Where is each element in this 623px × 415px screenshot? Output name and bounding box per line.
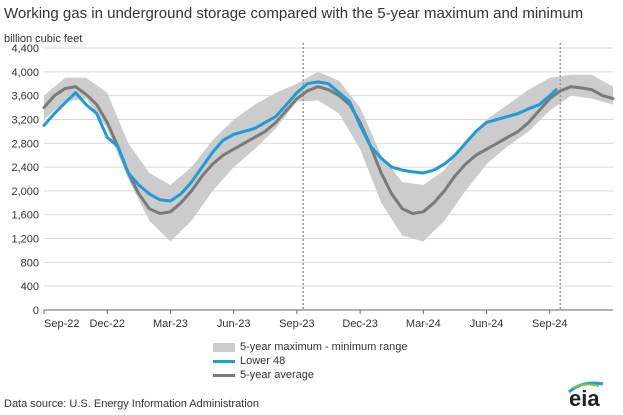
y-tick-label: 2,800 (11, 138, 39, 150)
y-tick-label: 3,200 (11, 114, 39, 126)
legend-item-lower48: Lower 48 (213, 354, 407, 368)
x-tick-label: Jun-23 (217, 318, 251, 330)
legend-swatch-lower48 (213, 359, 235, 363)
chart-legend: 5-year maximum - minimum range Lower 48 … (213, 340, 407, 382)
y-tick-label: 4,000 (11, 67, 39, 79)
y-tick-label: 4,400 (11, 43, 39, 55)
legend-swatch-average (213, 373, 235, 377)
legend-item-range: 5-year maximum - minimum range (213, 340, 407, 354)
chart-title: Working gas in underground storage compa… (4, 5, 584, 22)
series-range-band (44, 71, 613, 242)
x-tick-label: Sep-23 (279, 318, 314, 330)
data-source-note: Data source: U.S. Energy Information Adm… (4, 398, 259, 410)
legend-swatch-range (213, 342, 235, 352)
y-tick-label: 2,400 (11, 162, 39, 174)
y-tick-label: 0 (33, 305, 39, 317)
legend-item-average: 5-year average (213, 368, 407, 382)
x-tick-label: Dec-22 (89, 318, 124, 330)
legend-label-range: 5-year maximum - minimum range (240, 341, 408, 353)
x-tick-label: Sep-24 (532, 318, 567, 330)
x-tick-label: Mar-24 (406, 318, 441, 330)
x-tick-label: Dec-23 (342, 318, 377, 330)
y-tick-label: 3,600 (11, 91, 39, 103)
y-tick-label: 400 (21, 281, 39, 293)
eia-logo: eia (568, 381, 604, 410)
series-line-lower48 (42, 80, 558, 203)
y-tick-label: 1,600 (11, 210, 39, 222)
x-tick-label: Sep-22 (44, 318, 79, 330)
legend-label-average: 5-year average (240, 369, 314, 381)
x-tick-label: Mar-23 (153, 318, 188, 330)
y-tick-label: 2,000 (11, 186, 39, 198)
svg-text:eia: eia (569, 386, 600, 410)
legend-label-lower48: Lower 48 (240, 355, 286, 367)
y-tick-label: 1,200 (11, 234, 39, 246)
y-tick-label: 800 (21, 257, 39, 269)
series-line-5yr-average (42, 85, 615, 215)
x-tick-label: Jun-24 (470, 318, 504, 330)
y-axis-unit-label: billion cubic feet (4, 33, 83, 45)
